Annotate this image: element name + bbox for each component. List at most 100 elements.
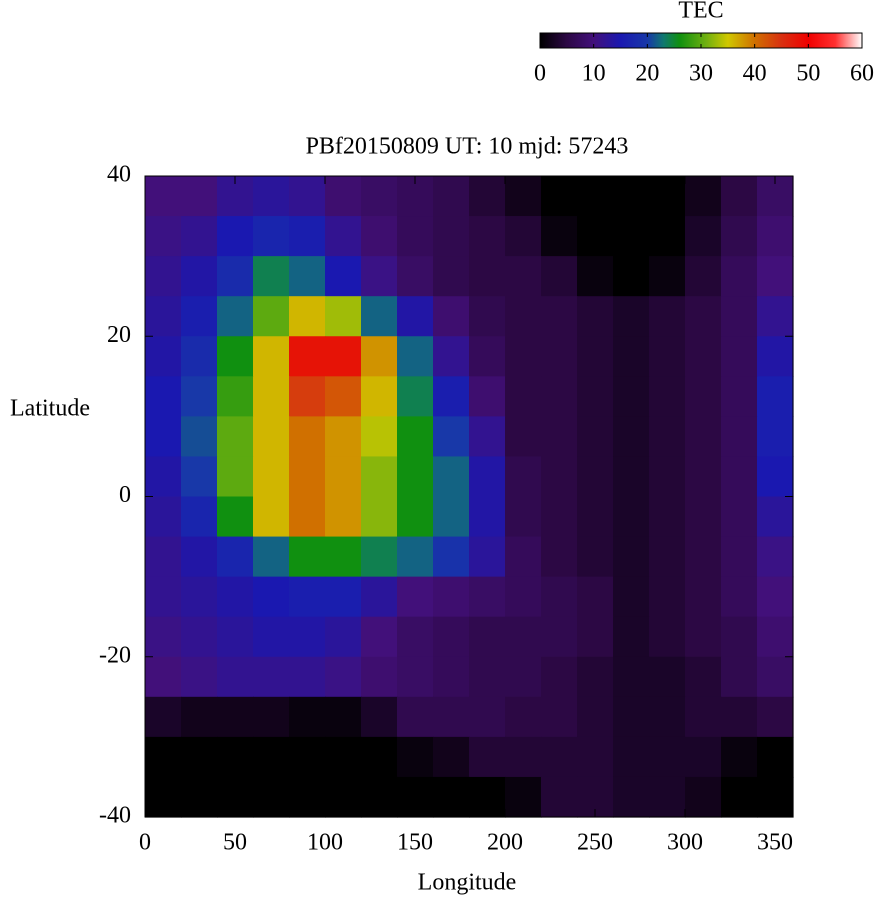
- heat-cell: [649, 656, 686, 698]
- heat-cell: [433, 576, 470, 618]
- heat-cell: [613, 216, 650, 257]
- heat-cell: [685, 496, 722, 538]
- heat-cell: [577, 656, 614, 698]
- heat-cell: [649, 536, 686, 578]
- heat-cell: [217, 256, 254, 297]
- heat-cell: [325, 536, 362, 578]
- heat-cell: [757, 336, 794, 377]
- heat-cell: [613, 176, 650, 217]
- x-tick-label: 0: [139, 830, 151, 856]
- heat-cell: [685, 176, 722, 217]
- heat-cell: [541, 696, 578, 738]
- heat-cell: [181, 776, 218, 818]
- heat-cell: [145, 216, 182, 257]
- heat-cell: [721, 336, 758, 377]
- heat-cell: [289, 336, 326, 377]
- heat-cell: [217, 336, 254, 377]
- heat-cell: [757, 216, 794, 257]
- heat-cell: [361, 656, 398, 698]
- heat-cell: [433, 776, 470, 818]
- heat-cell: [289, 696, 326, 738]
- heat-cell: [325, 776, 362, 818]
- heat-cell: [685, 336, 722, 377]
- heat-cell: [505, 296, 542, 337]
- heat-cell: [757, 456, 794, 498]
- heat-cell: [253, 576, 290, 618]
- heat-cell: [757, 696, 794, 738]
- heat-cell: [649, 176, 686, 217]
- heat-cell: [685, 256, 722, 297]
- heat-cell: [577, 616, 614, 658]
- heat-cell: [685, 736, 722, 778]
- heat-cell: [145, 256, 182, 297]
- heat-cell: [541, 736, 578, 778]
- x-tick-label: 150: [397, 830, 433, 856]
- heat-cell: [505, 736, 542, 778]
- heat-cell: [217, 376, 254, 417]
- heat-cell: [145, 456, 182, 498]
- heat-cell: [649, 256, 686, 297]
- heat-cell: [685, 296, 722, 337]
- heat-cell: [649, 776, 686, 818]
- heat-cell: [145, 496, 182, 538]
- heat-cell: [289, 456, 326, 498]
- heat-cell: [469, 256, 506, 297]
- heat-cell: [469, 336, 506, 377]
- heat-cell: [397, 496, 434, 538]
- heat-cell: [685, 656, 722, 698]
- x-tick-label: 250: [577, 830, 613, 856]
- heat-cell: [289, 656, 326, 698]
- heat-cell: [325, 616, 362, 658]
- heat-cell: [145, 176, 182, 217]
- heat-cell: [181, 496, 218, 538]
- heat-cell: [685, 776, 722, 818]
- heat-cell: [145, 656, 182, 698]
- heat-cell: [613, 776, 650, 818]
- x-tick-label: 100: [307, 830, 343, 856]
- heat-cell: [577, 456, 614, 498]
- heat-cell: [649, 736, 686, 778]
- heat-cell: [649, 336, 686, 377]
- x-tick-label: 200: [487, 830, 523, 856]
- heat-cell: [325, 376, 362, 417]
- heat-cell: [577, 496, 614, 538]
- heat-cell: [325, 656, 362, 698]
- heat-cell: [289, 616, 326, 658]
- heat-cell: [469, 736, 506, 778]
- heat-cell: [757, 576, 794, 618]
- heat-cell: [217, 616, 254, 658]
- heat-cell: [577, 576, 614, 618]
- heat-cell: [433, 656, 470, 698]
- heat-cell: [181, 536, 218, 578]
- colorbar-tick-label: 10: [582, 61, 606, 87]
- colorbar-tick-label: 30: [689, 61, 713, 87]
- heat-cell: [577, 416, 614, 458]
- heat-cell: [613, 456, 650, 498]
- heat-cell: [541, 576, 578, 618]
- heat-cell: [721, 736, 758, 778]
- heat-cell: [541, 336, 578, 377]
- heat-cell: [505, 256, 542, 297]
- heat-cell: [577, 296, 614, 337]
- heat-cell: [361, 496, 398, 538]
- heat-cell: [145, 416, 182, 458]
- heat-cell: [685, 456, 722, 498]
- heat-cell: [289, 216, 326, 257]
- heat-cell: [721, 536, 758, 578]
- heat-cell: [505, 776, 542, 818]
- y-axis-label: Latitude: [10, 396, 90, 422]
- heat-cell: [289, 376, 326, 417]
- heat-cell: [325, 416, 362, 458]
- heat-cell: [253, 656, 290, 698]
- heat-cell: [613, 576, 650, 618]
- heat-cell: [541, 216, 578, 257]
- heat-cell: [505, 336, 542, 377]
- heat-cell: [217, 496, 254, 538]
- heat-cell: [649, 576, 686, 618]
- heatmap: [145, 176, 794, 818]
- heat-cell: [505, 216, 542, 257]
- heat-cell: [289, 176, 326, 217]
- heat-cell: [613, 736, 650, 778]
- heat-cell: [613, 656, 650, 698]
